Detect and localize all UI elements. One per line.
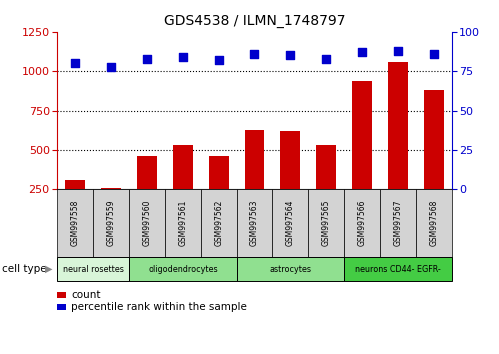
Text: GSM997560: GSM997560 bbox=[143, 200, 152, 246]
Bar bbox=[424, 90, 444, 229]
Point bbox=[179, 54, 187, 60]
Bar bbox=[316, 145, 336, 229]
Text: GSM997563: GSM997563 bbox=[250, 200, 259, 246]
Text: GSM997566: GSM997566 bbox=[357, 200, 366, 246]
Point bbox=[71, 61, 79, 66]
Point bbox=[394, 48, 402, 53]
Text: count: count bbox=[71, 290, 101, 300]
Text: GSM997562: GSM997562 bbox=[214, 200, 223, 246]
Text: astrocytes: astrocytes bbox=[269, 264, 311, 274]
Text: oligodendrocytes: oligodendrocytes bbox=[148, 264, 218, 274]
Point bbox=[430, 51, 438, 57]
Point bbox=[107, 64, 115, 69]
Text: GSM997568: GSM997568 bbox=[429, 200, 438, 246]
Text: GSM997559: GSM997559 bbox=[107, 200, 116, 246]
Bar bbox=[137, 156, 157, 229]
Point bbox=[286, 53, 294, 58]
Bar bbox=[280, 131, 300, 229]
Bar bbox=[101, 188, 121, 229]
Bar bbox=[209, 156, 229, 229]
Text: GSM997567: GSM997567 bbox=[393, 200, 402, 246]
Bar bbox=[352, 81, 372, 229]
Title: GDS4538 / ILMN_1748797: GDS4538 / ILMN_1748797 bbox=[164, 14, 345, 28]
Text: GSM997561: GSM997561 bbox=[178, 200, 187, 246]
Text: cell type: cell type bbox=[2, 264, 47, 274]
Text: GSM997565: GSM997565 bbox=[322, 200, 331, 246]
Text: GSM997564: GSM997564 bbox=[286, 200, 295, 246]
Bar bbox=[173, 145, 193, 229]
Point bbox=[215, 57, 223, 63]
Point bbox=[322, 56, 330, 62]
Point bbox=[358, 50, 366, 55]
Text: GSM997558: GSM997558 bbox=[71, 200, 80, 246]
Bar bbox=[65, 180, 85, 229]
Point bbox=[250, 51, 258, 57]
Point bbox=[143, 56, 151, 62]
Text: percentile rank within the sample: percentile rank within the sample bbox=[71, 302, 247, 312]
Text: ▶: ▶ bbox=[45, 264, 53, 274]
Bar bbox=[388, 62, 408, 229]
Text: neural rosettes: neural rosettes bbox=[63, 264, 124, 274]
Text: neurons CD44- EGFR-: neurons CD44- EGFR- bbox=[355, 264, 441, 274]
Bar bbox=[245, 130, 264, 229]
